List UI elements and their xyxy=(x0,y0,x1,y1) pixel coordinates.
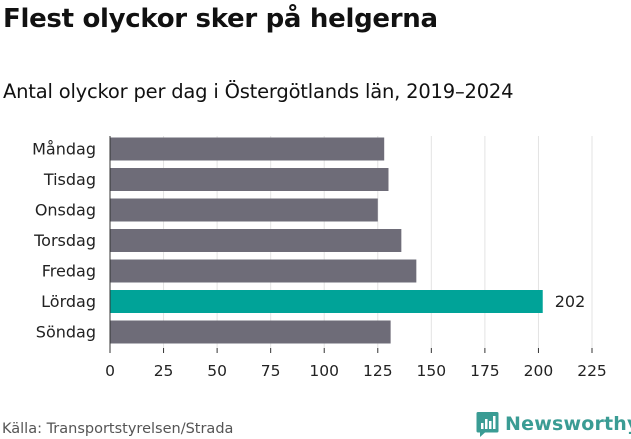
bar-tisdag xyxy=(110,168,389,191)
x-tick-label: 175 xyxy=(470,362,500,380)
category-label: Fredag xyxy=(42,262,96,281)
category-label: Söndag xyxy=(36,323,96,342)
data-labels: 202 xyxy=(555,292,586,311)
bar-lördag xyxy=(110,290,543,313)
brand-name: Newsworthy xyxy=(505,413,631,435)
category-label: Torsdag xyxy=(33,231,96,250)
bar-söndag xyxy=(110,320,391,344)
source-note: Källa: Transportstyrelsen/Strada xyxy=(2,421,234,437)
bar-torsdag xyxy=(110,229,402,252)
x-tick-label: 225 xyxy=(577,362,607,380)
category-label: Onsdag xyxy=(35,201,96,220)
bar-fredag xyxy=(110,259,417,283)
newsworthy-logo-icon xyxy=(476,411,499,437)
x-tick-label: 75 xyxy=(261,362,281,380)
x-tick-label: 25 xyxy=(154,362,174,380)
category-labels: Måndag Tisdag Onsdag Torsdag Fredag Lördag Sön… xyxy=(32,140,96,342)
x-tick-label: 125 xyxy=(363,362,393,380)
bar-måndag xyxy=(110,137,385,161)
category-label: Måndag xyxy=(32,140,96,159)
x-tick-label: 0 xyxy=(105,362,115,380)
bars xyxy=(110,137,543,344)
chart-title: Flest olyckor sker på helgerna xyxy=(3,4,438,34)
bar-onsdag xyxy=(110,198,378,222)
x-axis: 0 25 50 75 100 125 150 175 200 225 xyxy=(105,136,607,380)
x-tick-label: 200 xyxy=(524,362,554,380)
bar-chart: Måndag Tisdag Onsdag Torsdag Fredag Lördag Sön… xyxy=(32,136,607,380)
x-tick-label: 150 xyxy=(417,362,447,380)
x-tick-label: 100 xyxy=(309,362,339,380)
x-tick-label: 50 xyxy=(207,362,227,380)
data-label: 202 xyxy=(555,292,586,311)
brand-logo: Newsworthy xyxy=(476,409,631,439)
category-label: Tisdag xyxy=(43,170,96,189)
chart-subtitle: Antal olyckor per dag i Östergötlands lä… xyxy=(3,80,514,103)
category-label: Lördag xyxy=(41,292,96,311)
